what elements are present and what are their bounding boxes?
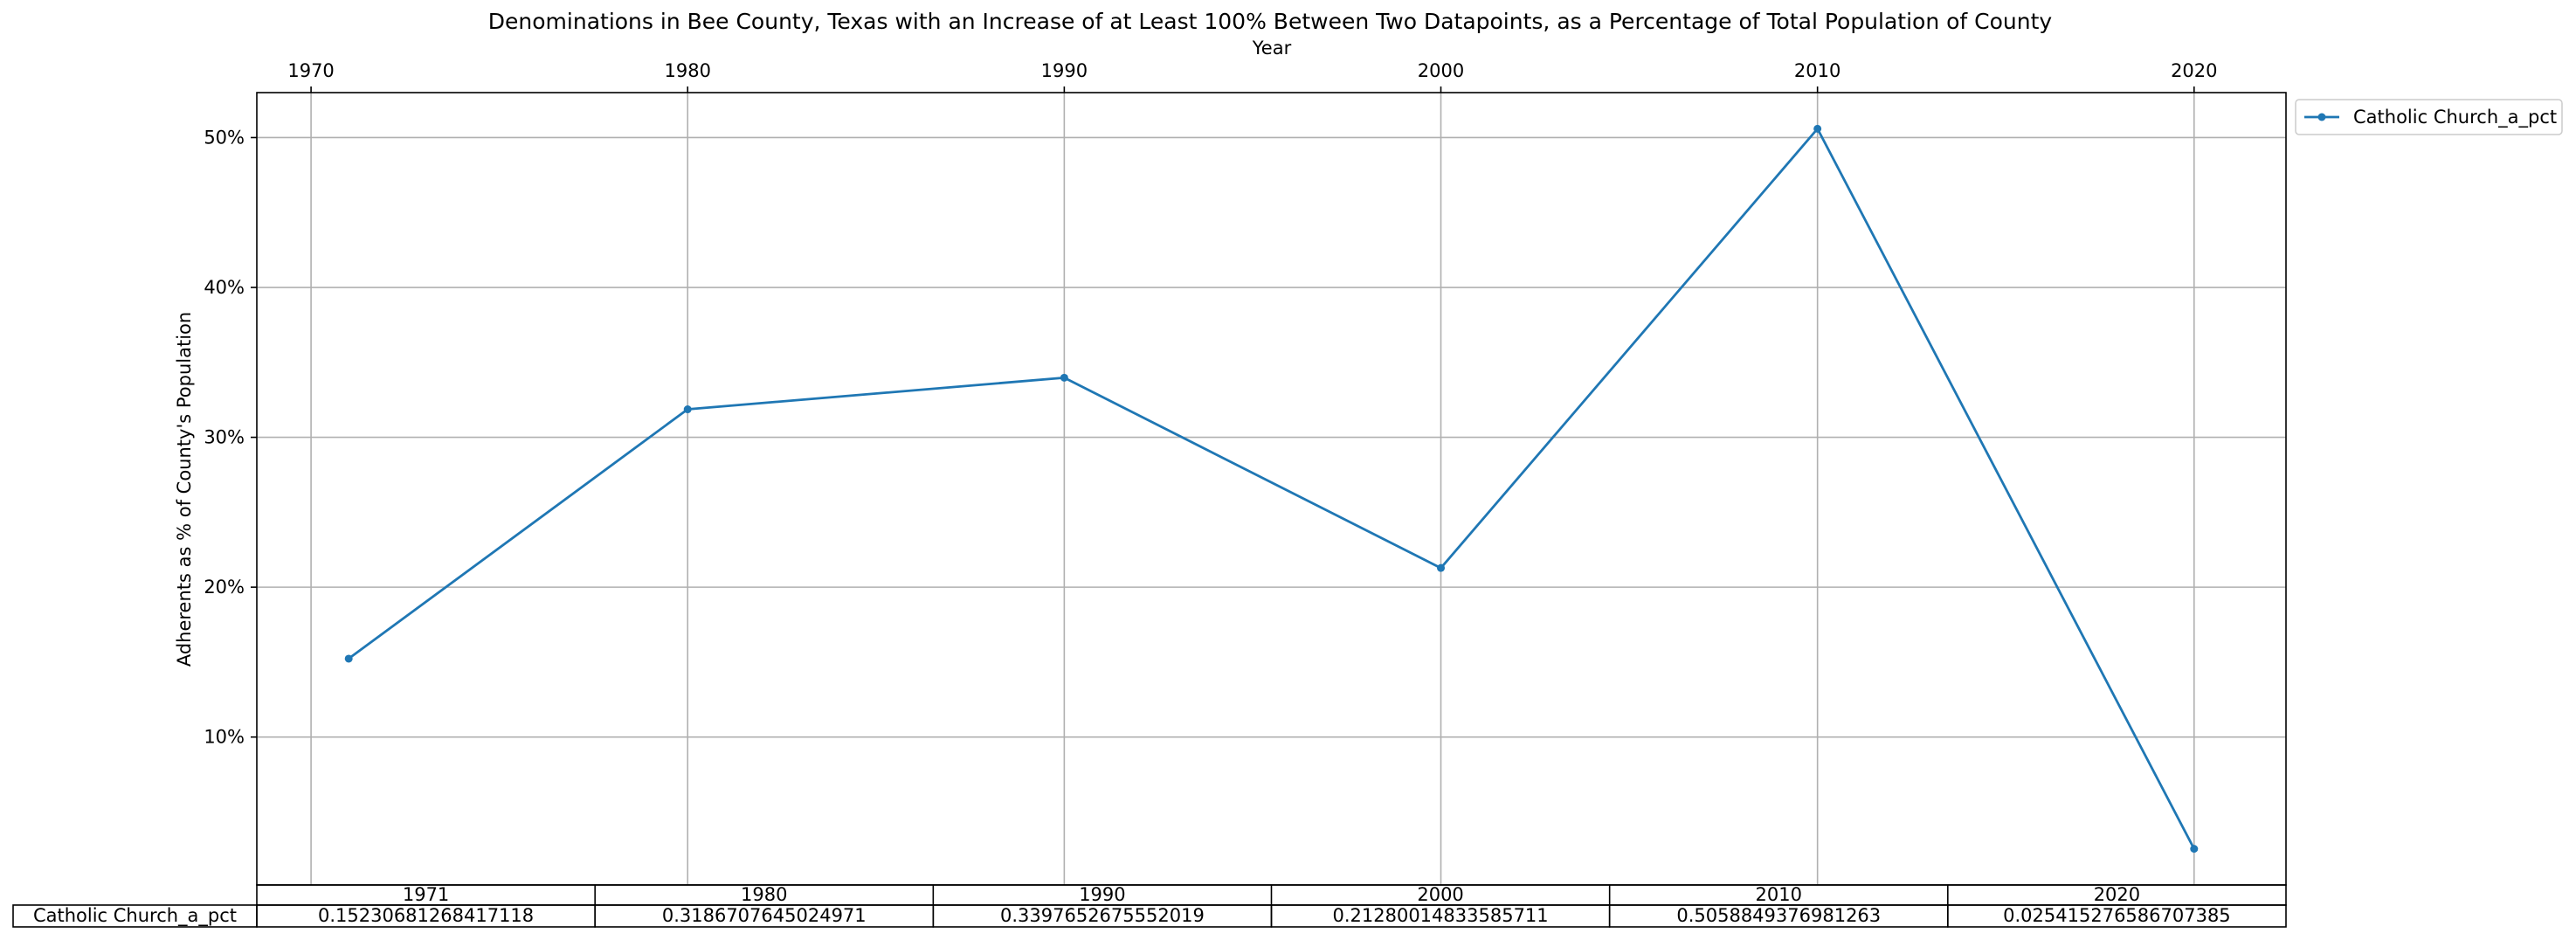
table-column-header: 1971: [403, 884, 449, 905]
table-cell-value: 0.15230681268417118: [318, 905, 534, 926]
table-column-header: 1980: [741, 884, 787, 905]
table-column-header: 2010: [1756, 884, 1802, 905]
series-layer: [344, 124, 2199, 854]
table-cell-value: 0.5058849376981263: [1676, 905, 1881, 926]
table-row-label: Catholic Church_a_pct: [33, 905, 237, 927]
data-point: [2190, 845, 2199, 854]
data-point: [344, 654, 353, 663]
legend-label: Catholic Church_a_pct: [2353, 107, 2557, 128]
table-cell-value: 0.3397652675552019: [1000, 905, 1205, 926]
table-column-header: 2020: [2094, 884, 2140, 905]
y-tick-label: 50%: [204, 127, 245, 148]
y-tick-label: 20%: [204, 577, 245, 598]
chart-title: Denominations in Bee County, Texas with …: [488, 9, 2053, 34]
legend: Catholic Church_a_pct: [2295, 99, 2563, 135]
x-axis-label: Year: [1252, 38, 1292, 59]
table-column-header: 2000: [1417, 884, 1463, 905]
x-tick-label: 2020: [2171, 60, 2217, 81]
plot-frame: [256, 92, 2287, 886]
legend-box: [2295, 99, 2563, 135]
x-tick-label: 1970: [287, 60, 334, 81]
x-tick-label: 2000: [1418, 60, 1464, 81]
data-point: [683, 405, 692, 414]
x-tick-label: 1980: [665, 60, 711, 81]
y-tick-label: 10%: [204, 727, 245, 748]
x-tick-label: 1990: [1041, 60, 1088, 81]
table-cell-value: 0.21280014833585711: [1332, 905, 1548, 926]
y-tick-label: 30%: [204, 427, 245, 448]
data-point: [1437, 563, 1446, 572]
data-table: 1971 1980 1990 2000 2010 2020 Catholic Church_…: [12, 884, 2287, 928]
table-cell-value: 0.3186707645024971: [662, 905, 867, 926]
table-cell: [1947, 904, 2287, 928]
y-tick-label: 40%: [204, 277, 245, 298]
series-line: [348, 127, 2196, 850]
grid-lines: [257, 93, 2286, 885]
y-axis-label: Adherents as % of County's Population: [174, 312, 195, 667]
axis-ticks: 1970 1980 1990 2000 2010 2020 10% 20% 30% 40% 50%: [204, 60, 2217, 748]
data-point: [1813, 124, 1822, 133]
table-cell-value: 0.025415276586707385: [2003, 905, 2231, 926]
legend-marker: [2317, 113, 2326, 121]
data-point: [1060, 373, 1068, 382]
x-tick-label: 2010: [1794, 60, 1840, 81]
table-column-header: 1990: [1079, 884, 1125, 905]
